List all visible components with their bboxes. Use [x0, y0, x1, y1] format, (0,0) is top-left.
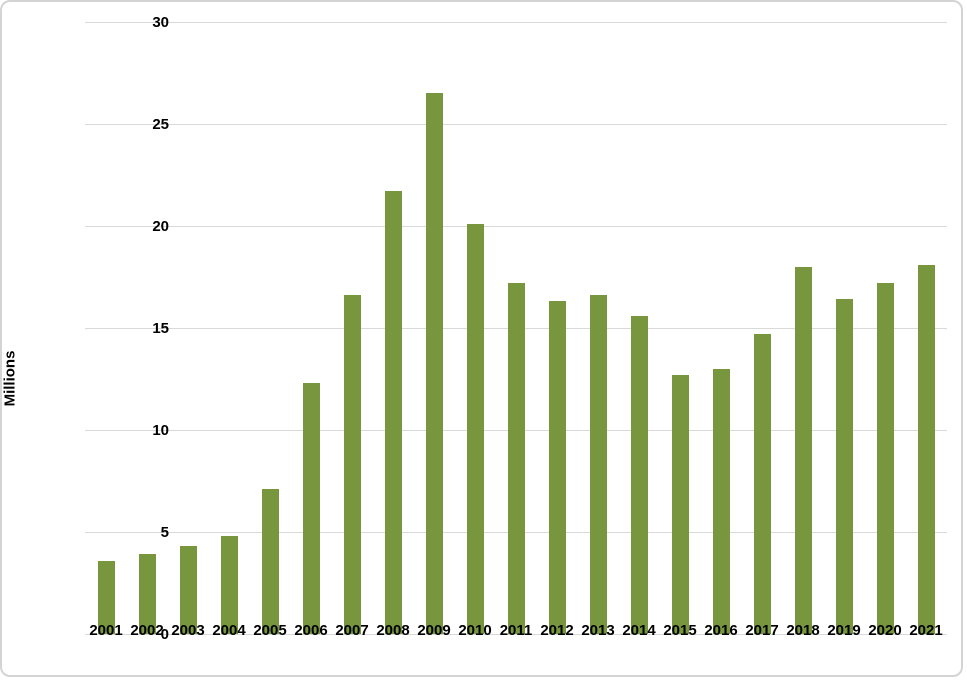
y-tick-label: 10: [152, 422, 169, 439]
bar-2008: [384, 191, 402, 634]
x-tick-label: 2003: [171, 622, 205, 639]
x-tick-label: 2013: [581, 622, 615, 639]
x-tick-label: 2009: [417, 622, 451, 639]
bar-2020: [876, 283, 894, 634]
bar-2012: [548, 301, 566, 634]
x-tick-label: 2014: [622, 622, 656, 639]
x-tick-label: 2021: [909, 622, 943, 639]
bar-2005: [261, 489, 279, 634]
bar-2018: [794, 266, 812, 634]
x-tick-label: 2006: [294, 622, 328, 639]
x-tick-label: 2016: [704, 622, 738, 639]
x-tick-label: 2007: [335, 622, 369, 639]
y-tick-label: 20: [152, 218, 169, 235]
x-tick-label: 2004: [212, 622, 246, 639]
x-tick-label: 2001: [89, 622, 123, 639]
bar-2009: [425, 93, 443, 634]
x-tick-label: 2002: [130, 622, 164, 639]
gridline: [85, 123, 947, 125]
bar-2010: [466, 223, 484, 634]
x-tick-label: 2020: [868, 622, 902, 639]
gridline: [85, 225, 947, 227]
bar-2021: [917, 264, 935, 634]
x-tick-label: 2017: [745, 622, 779, 639]
plot-area: [85, 21, 947, 635]
bar-2013: [589, 295, 607, 634]
bar-2002: [138, 554, 156, 634]
bar-2003: [179, 546, 197, 634]
y-tick-label: 5: [160, 524, 169, 541]
bar-2011: [507, 283, 525, 634]
bar-2014: [630, 315, 648, 634]
y-tick-label: 0: [160, 626, 169, 643]
x-tick-label: 2019: [827, 622, 861, 639]
y-tick-label: 15: [152, 320, 169, 337]
bar-2017: [753, 334, 771, 634]
x-tick-label: 2012: [540, 622, 574, 639]
bar-2015: [671, 374, 689, 634]
bar-2007: [343, 295, 361, 634]
x-tick-label: 2008: [376, 622, 410, 639]
x-tick-label: 2010: [458, 622, 492, 639]
y-axis-title: Millions: [1, 350, 19, 407]
gridline: [85, 633, 947, 635]
bar-2001: [97, 560, 115, 634]
x-tick-label: 2011: [499, 622, 533, 639]
bar-2019: [835, 299, 853, 634]
bar-2004: [220, 536, 238, 634]
y-tick-label: 25: [152, 116, 169, 133]
y-tick-label: 30: [152, 14, 169, 31]
bar-2006: [302, 383, 320, 634]
bar-2016: [712, 368, 730, 634]
x-tick-label: 2015: [663, 622, 697, 639]
x-tick-label: 2005: [253, 622, 287, 639]
gridline: [85, 21, 947, 23]
x-tick-label: 2018: [786, 622, 820, 639]
